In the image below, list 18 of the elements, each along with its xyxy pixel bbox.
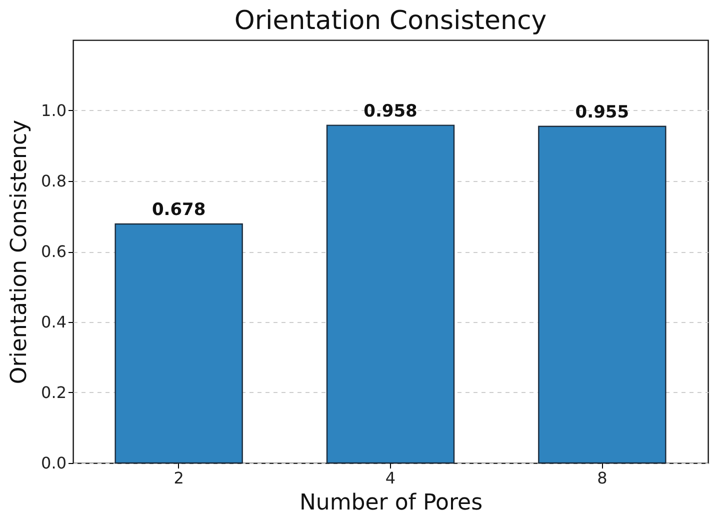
data-label: 0.678: [152, 200, 206, 220]
y-tick-label: 1.0: [41, 101, 66, 120]
y-tick-label: 0.8: [41, 172, 66, 190]
y-tick-label: 0.6: [41, 242, 66, 261]
y-axis-title: Orientation Consistency: [7, 120, 32, 384]
y-tick-label: 0.2: [41, 383, 66, 402]
y-tick-label: 0.4: [41, 312, 66, 332]
data-label: 0.955: [575, 102, 630, 122]
x-tick-label: 4: [385, 468, 396, 488]
x-tick-label: 8: [597, 468, 608, 488]
bar: [114, 223, 243, 464]
y-tick-label: 0.0: [41, 454, 66, 472]
bar: [538, 126, 666, 464]
chart-title: Orientation Consistency: [234, 6, 547, 36]
data-label: 0.958: [364, 101, 418, 122]
x-axis-title: Number of Pores: [299, 490, 483, 516]
x-tick-label: 2: [174, 468, 184, 488]
bar: [326, 124, 455, 464]
